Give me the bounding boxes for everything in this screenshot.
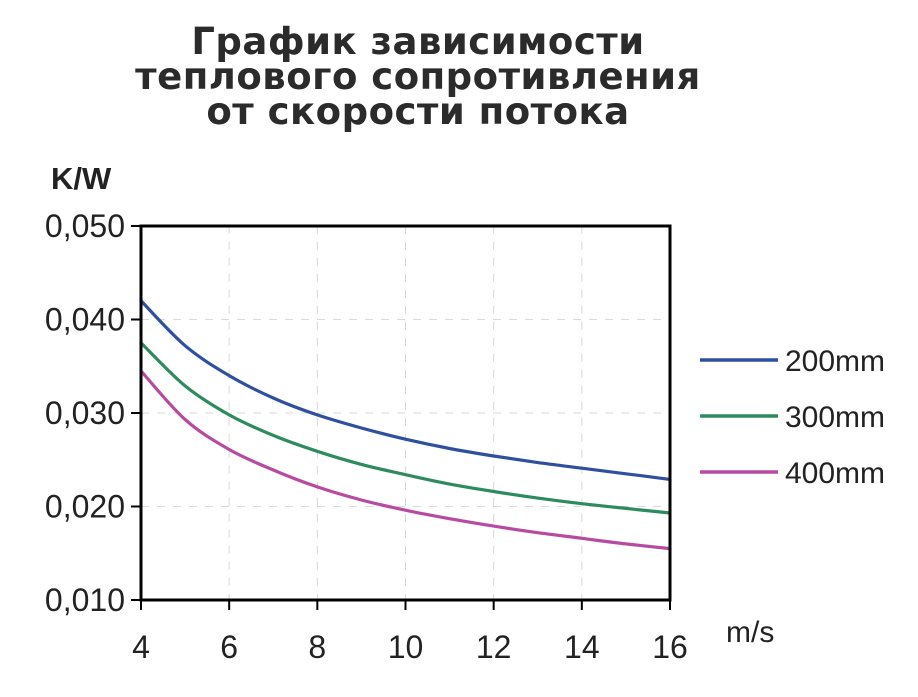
legend-label-300mm: 300mm bbox=[785, 401, 885, 434]
legend: 200mm 300mm 400mm bbox=[700, 345, 885, 490]
series-line-300mm bbox=[139, 341, 672, 515]
x-tick-label: 4 bbox=[132, 629, 150, 665]
chart-title: График зависимости теплового сопротивлен… bbox=[0, 20, 836, 133]
y-tick-label: 0,020 bbox=[45, 489, 125, 525]
series-line-200mm bbox=[139, 299, 672, 481]
x-tick-label: 6 bbox=[220, 629, 238, 665]
chart-title-line-2: теплового сопротивления bbox=[135, 55, 701, 98]
y-tick-label: 0,030 bbox=[45, 395, 125, 431]
x-tick-label: 10 bbox=[388, 629, 424, 665]
series-lines bbox=[139, 299, 672, 551]
x-tick-label: 8 bbox=[308, 629, 326, 665]
y-tick-label: 0,040 bbox=[45, 302, 125, 338]
y-axis-label: K/W bbox=[51, 161, 112, 196]
axis-ticks: 4 6 8 10 12 14 16 0,010 0,020 0,030 0,040 0,050 bbox=[45, 208, 688, 665]
x-tick-label: 12 bbox=[476, 629, 512, 665]
series-line-400mm bbox=[139, 369, 672, 551]
grid bbox=[141, 226, 670, 600]
x-axis-label: m/s bbox=[726, 616, 774, 649]
y-tick-label: 0,010 bbox=[45, 582, 125, 618]
y-tick-label: 0,050 bbox=[45, 208, 125, 244]
chart-title-line-1: График зависимости bbox=[191, 20, 645, 63]
x-tick-label: 16 bbox=[652, 629, 688, 665]
legend-label-400mm: 400mm bbox=[785, 457, 885, 490]
legend-label-200mm: 200mm bbox=[785, 345, 885, 378]
chart-title-line-3: от скорости потока bbox=[206, 90, 630, 133]
x-tick-label: 14 bbox=[564, 629, 600, 665]
